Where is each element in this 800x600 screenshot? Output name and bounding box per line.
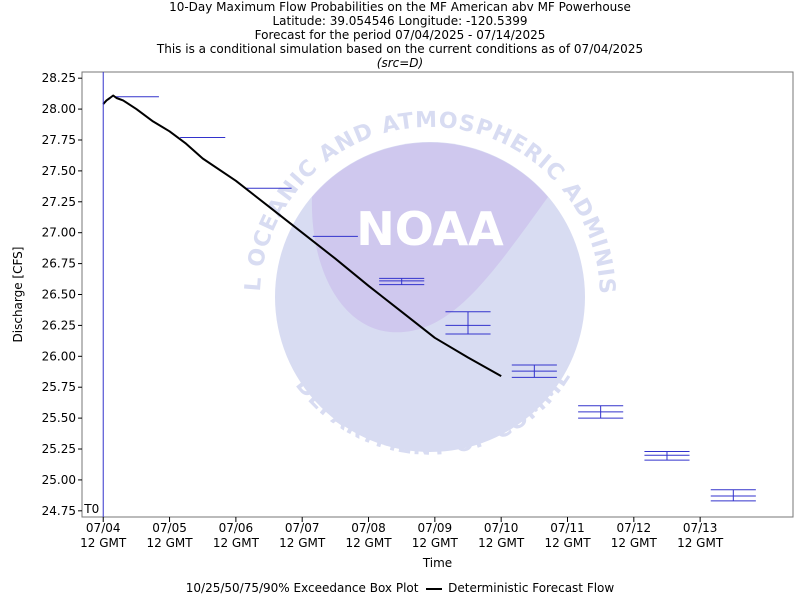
legend: 10/25/50/75/90% Exceedance Box Plot Dete… [0,581,800,595]
y-tick-label: 27.25 [42,195,76,209]
x-tick-label-date: 07/08 [351,521,386,535]
y-tick-label: 25.25 [42,442,76,456]
y-tick-label: 27.50 [42,164,76,178]
legend-box-label: 10/25/50/75/90% Exceedance Box Plot [185,581,419,595]
chart-location: Latitude: 39.054546 Longitude: -120.5399 [272,14,528,28]
y-tick-label: 27.75 [42,133,76,147]
chart-title-block: 10-Day Maximum Flow Probabilities on the… [0,0,800,70]
box-plot [511,364,557,378]
x-tick-label-time: 12 GMT [279,536,326,550]
t0-label: T0 [83,502,99,516]
deterministic-line-group [102,94,502,377]
chart-condition: This is a conditional simulation based o… [156,42,644,56]
x-tick-label-time: 12 GMT [611,536,658,550]
x-tick-label-date: 07/05 [152,521,187,535]
box-plot [644,450,690,461]
x-tick-label-date: 07/04 [86,521,121,535]
x-tick-label-time: 12 GMT [478,536,525,550]
x-tick-label-date: 07/09 [418,521,453,535]
y-tick-label: 26.00 [42,349,76,363]
axes: 24.75 25.00 25.25 25.50 25.75 26.00 26.25 26.50… [11,71,724,570]
x-tick-label-date: 07/12 [617,521,652,535]
box-plots [113,96,756,502]
y-tick-label: 26.50 [42,288,76,302]
box-plot [379,277,425,286]
y-tick-label: 28.00 [42,102,76,116]
watermark-logo-text: NOAA [356,202,504,256]
legend-line-label: Deterministic Forecast Flow [448,581,615,595]
chart-source: (src=D) [376,56,424,70]
x-tick-label-time: 12 GMT [80,536,127,550]
x-tick-label-date: 07/13 [683,521,718,535]
box-plot [445,311,491,335]
y-tick-label: 25.50 [42,411,76,425]
y-tick-label: 25.75 [42,380,76,394]
chart-period: Forecast for the period 07/04/2025 - 07/… [254,28,546,42]
x-tick-label-date: 07/06 [219,521,254,535]
y-tick-label: 26.25 [42,318,76,332]
x-tick-label-date: 07/11 [550,521,585,535]
x-tick-label-time: 12 GMT [544,536,591,550]
x-tick-label-time: 12 GMT [677,536,724,550]
x-tick-label-date: 07/10 [484,521,519,535]
chart-title: 10-Day Maximum Flow Probabilities on the… [169,0,631,14]
x-tick-label-time: 12 GMT [147,536,194,550]
y-tick-label: 24.75 [42,504,76,518]
x-tick-label-time: 12 GMT [345,536,392,550]
x-tick-label-time: 12 GMT [412,536,459,550]
box-plot [578,405,624,419]
y-tick-label: 28.25 [42,71,76,85]
y-tick-label: 26.75 [42,257,76,271]
x-tick-label-date: 07/07 [285,521,320,535]
y-tick-label: 27.00 [42,226,76,240]
deterministic-forecast-line [102,94,502,377]
watermark-bird [311,142,548,333]
y-axis-label: Discharge [CFS] [11,247,25,343]
legend-line-swatch [426,587,443,590]
y-tick-label: 25.00 [42,473,76,487]
x-axis-label: Time [422,556,452,570]
box-plot [710,489,756,502]
x-tick-label-time: 12 GMT [213,536,260,550]
